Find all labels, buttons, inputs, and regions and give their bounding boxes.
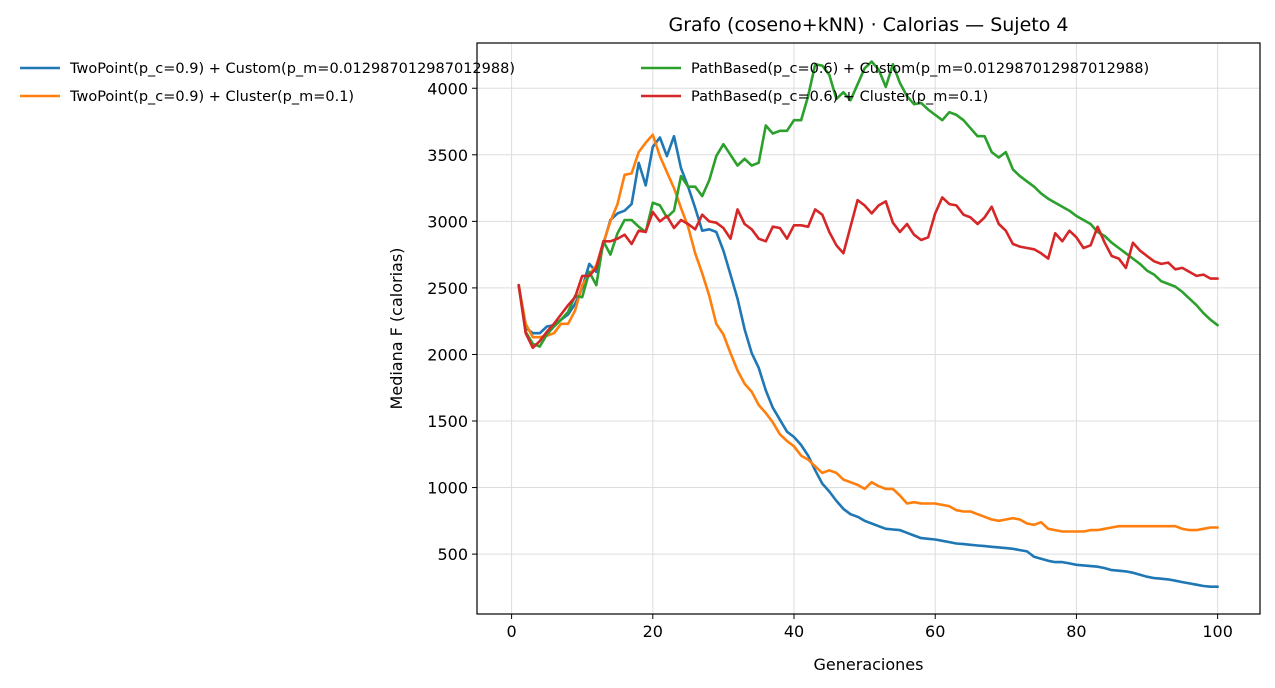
y-tick-label: 2500 xyxy=(427,279,468,298)
x-tick-label: 40 xyxy=(784,622,804,641)
y-tick-label: 1000 xyxy=(427,479,468,498)
x-tick-label: 0 xyxy=(507,622,517,641)
y-tick-label: 1500 xyxy=(427,412,468,431)
legend: TwoPoint(p_c=0.9) + Custom(p_m=0.0129870… xyxy=(20,61,1149,105)
y-tick-label: 3000 xyxy=(427,212,468,231)
legend-label: PathBased(p_c=0.6) + Cluster(p_m=0.1) xyxy=(691,89,988,105)
series-line xyxy=(517,134,1219,589)
legend-label: TwoPoint(p_c=0.9) + Custom(p_m=0.0129870… xyxy=(69,61,515,77)
chart-title: Grafo (coseno+kNN) · Calorias — Sujeto 4 xyxy=(669,14,1069,36)
ticks: 0 20 40 60 80 100 500 1000 1500 2000 2500 3000 3500 4… xyxy=(427,79,1233,641)
y-tick-label: 500 xyxy=(437,545,468,564)
series-line xyxy=(517,196,1219,350)
x-tick-label: 100 xyxy=(1202,622,1233,641)
y-tick-label: 2000 xyxy=(427,345,468,364)
grid xyxy=(477,43,1260,614)
axes-frame xyxy=(476,42,1261,615)
y-tick-label: 4000 xyxy=(427,79,468,98)
x-tick-label: 60 xyxy=(925,622,945,641)
y-tick-label: 3500 xyxy=(427,146,468,165)
series-line xyxy=(517,133,1219,533)
legend-label: PathBased(p_c=0.6) + Custom(p_m=0.012987… xyxy=(691,61,1149,77)
series-layer xyxy=(517,60,1219,589)
x-tick-label: 20 xyxy=(643,622,663,641)
x-axis-label: Generaciones xyxy=(814,655,924,674)
x-tick-label: 80 xyxy=(1066,622,1086,641)
legend-label: TwoPoint(p_c=0.9) + Cluster(p_m=0.1) xyxy=(69,89,354,105)
y-axis-label: Mediana F (calorias) xyxy=(387,248,406,410)
